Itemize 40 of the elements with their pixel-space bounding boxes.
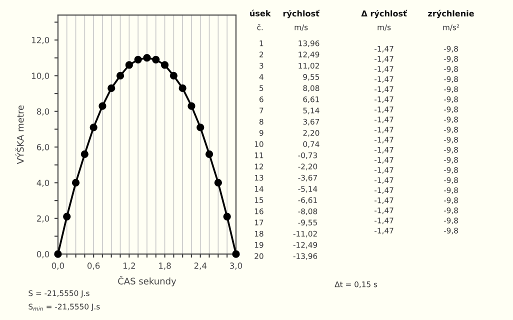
x-tick-label: 1,2 [123,262,135,270]
y-tick-label: 4,0 [36,180,50,187]
point [63,212,71,220]
point [214,178,222,187]
y-tick-label: 0,0 [36,251,50,258]
point [160,61,169,69]
x-tick-label: 0,0 [52,262,64,270]
point [125,61,133,69]
point [134,56,142,64]
point [223,212,231,220]
y-tick-label: 6,0 [36,144,50,152]
point [108,84,116,92]
point [152,56,160,64]
x-tick-label: 3,0 [230,262,242,270]
text: Δ rýchlosť [361,10,408,18]
point [54,250,62,258]
text: úsek [250,10,271,16]
point [90,124,98,132]
x-tick-label: 2,4 [194,262,207,270]
point [196,124,204,132]
text: rýchlosť [283,10,320,18]
point [205,150,214,158]
point [72,178,80,187]
point [143,54,151,62]
y-axis-title: VÝŠKA metre [15,105,24,164]
y-tick-label: 2,0 [36,215,50,223]
point [232,250,240,258]
point [80,150,88,158]
y-tick-label: 12,0 [32,36,50,44]
point [98,102,106,110]
point [188,102,196,110]
point [116,72,124,80]
x-axis-title: ČAS sekundy [118,276,176,286]
x-tick-label: 1,8 [159,262,171,270]
text: zrýchlenie [428,10,474,18]
point [170,72,178,80]
y-tick-label: 10,0 [32,72,50,80]
y-tick-label: 8,0 [36,108,50,116]
point [178,84,186,92]
x-tick-label: 0,6 [87,262,100,270]
